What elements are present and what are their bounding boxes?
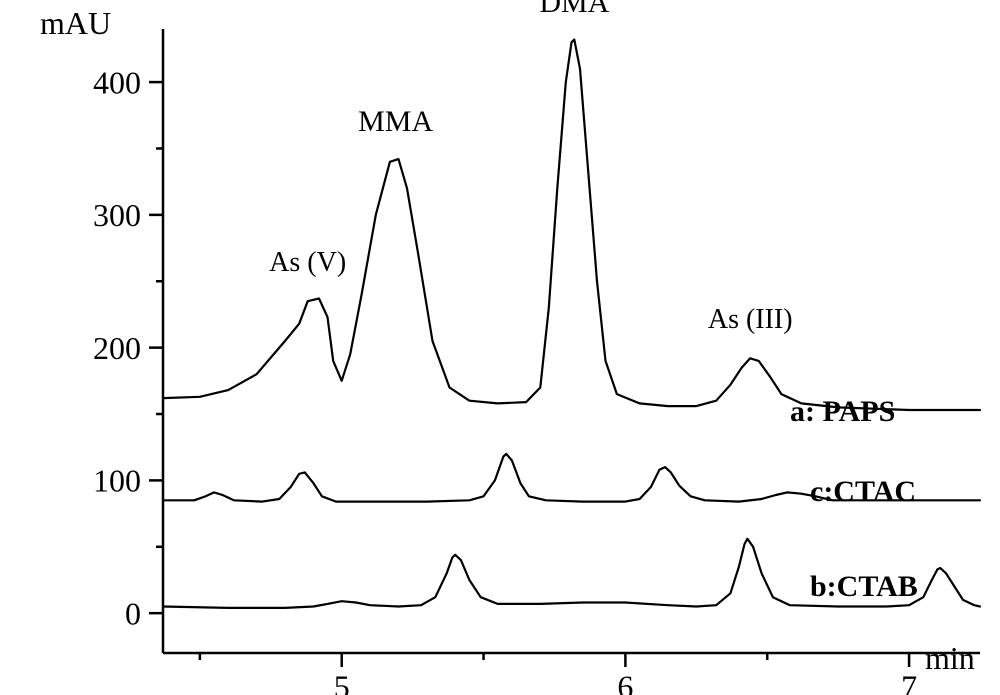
legend-c: c:CTAC — [810, 475, 916, 509]
svg-text:7: 7 — [901, 668, 917, 695]
series-a — [163, 40, 980, 410]
svg-text:0: 0 — [125, 595, 141, 631]
svg-text:300: 300 — [93, 197, 141, 233]
peak-label: MMA — [336, 105, 456, 139]
peak-label: As (V) — [248, 247, 368, 279]
legend-b: b:CTAB — [810, 570, 918, 604]
svg-text:400: 400 — [93, 64, 141, 100]
peak-label: As (III) — [690, 304, 810, 336]
legend-a: a: PAPS — [790, 395, 895, 429]
svg-text:6: 6 — [617, 668, 633, 695]
svg-text:100: 100 — [93, 463, 141, 499]
chromatogram-chart: 0 100 200 300 400 5 6 7 mAU min a: PAPS As (V) MM… — [0, 0, 1000, 695]
y-axis-label: mAU — [40, 5, 111, 42]
svg-text:5: 5 — [334, 668, 350, 695]
peak-label: DMA — [514, 0, 634, 20]
svg-text:200: 200 — [93, 330, 141, 366]
x-axis-label: min — [925, 640, 975, 677]
